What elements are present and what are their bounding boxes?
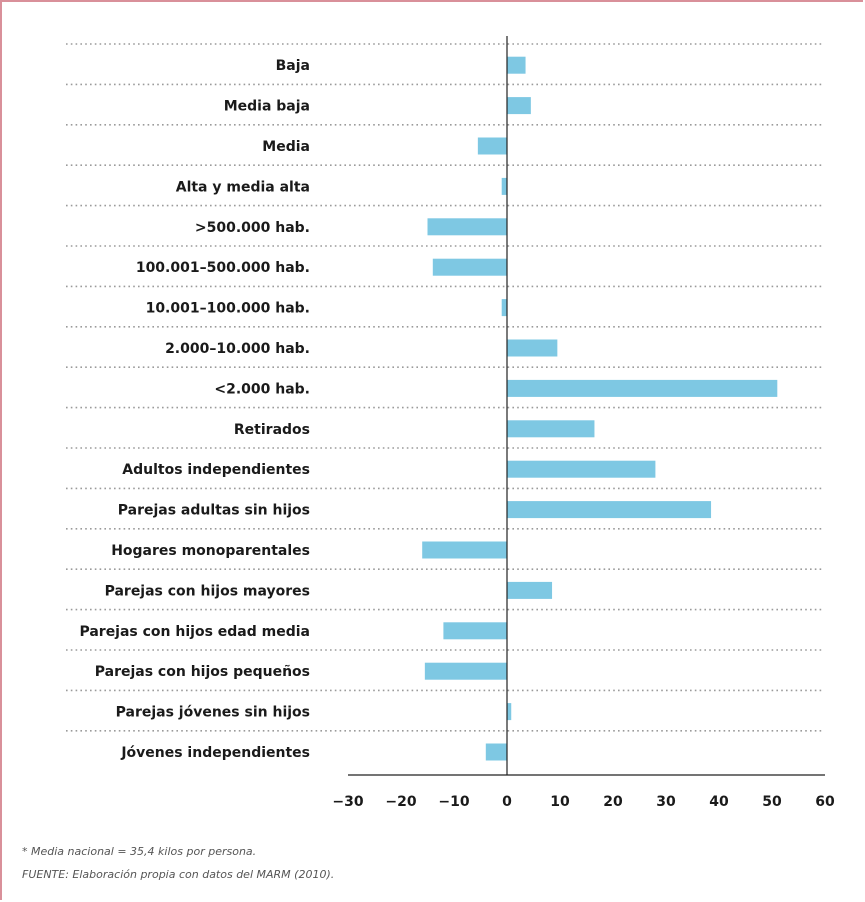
x-tick-label: 20 (603, 794, 623, 810)
category-label: >500.000 hab. (195, 220, 310, 236)
bar-14 (443, 622, 507, 640)
category-label: Parejas con hijos mayores (105, 583, 310, 599)
bar-3 (501, 177, 507, 195)
bar-15 (424, 662, 507, 680)
bar-16 (507, 703, 512, 721)
x-tick-label: 40 (709, 794, 729, 810)
bar-1 (507, 97, 531, 115)
bar-0 (507, 56, 526, 74)
bar-7 (507, 339, 558, 357)
bar-4 (427, 218, 507, 236)
bar-12 (422, 541, 507, 559)
bar-6 (501, 299, 507, 317)
category-label: Parejas con hijos pequeños (95, 664, 310, 680)
footnote-national-average: * Media nacional = 35,4 kilos por person… (22, 845, 257, 858)
x-tick-label: −10 (438, 794, 469, 810)
category-label: Jóvenes independientes (120, 745, 310, 761)
bar-9 (507, 420, 595, 438)
x-tick-label: −20 (385, 794, 416, 810)
category-label: 10.001–100.000 hab. (146, 301, 310, 317)
x-tick-label: 50 (762, 794, 782, 810)
category-label: Baja (276, 58, 310, 74)
bar-10 (507, 460, 656, 478)
bar-8 (507, 379, 778, 397)
bar-5 (432, 258, 507, 276)
category-label: 100.001–500.000 hab. (136, 260, 310, 276)
x-tick-label: 60 (815, 794, 835, 810)
category-label: Alta y media alta (176, 179, 310, 195)
category-label: Hogares monoparentales (111, 543, 310, 559)
bar-11 (507, 501, 712, 519)
bar-2 (477, 137, 507, 155)
x-tick-label: 10 (550, 794, 570, 810)
category-label: Media baja (224, 99, 310, 115)
category-label: Parejas adultas sin hijos (118, 503, 310, 519)
category-label: Adultos independientes (122, 462, 310, 478)
x-tick-label: −30 (332, 794, 363, 810)
category-label: Parejas jóvenes sin hijos (116, 705, 310, 721)
category-label: Parejas con hijos edad media (79, 624, 310, 640)
category-label: Media (262, 139, 310, 155)
x-tick-label: 30 (656, 794, 676, 810)
category-label: Retirados (234, 422, 310, 438)
bar-13 (507, 581, 553, 599)
bar-17 (485, 743, 507, 761)
x-tick-label: 0 (502, 794, 512, 810)
category-label: <2.000 hab. (214, 381, 310, 397)
category-label: 2.000–10.000 hab. (165, 341, 310, 357)
footnote-source: FUENTE: Elaboración propia con datos del… (22, 868, 335, 881)
